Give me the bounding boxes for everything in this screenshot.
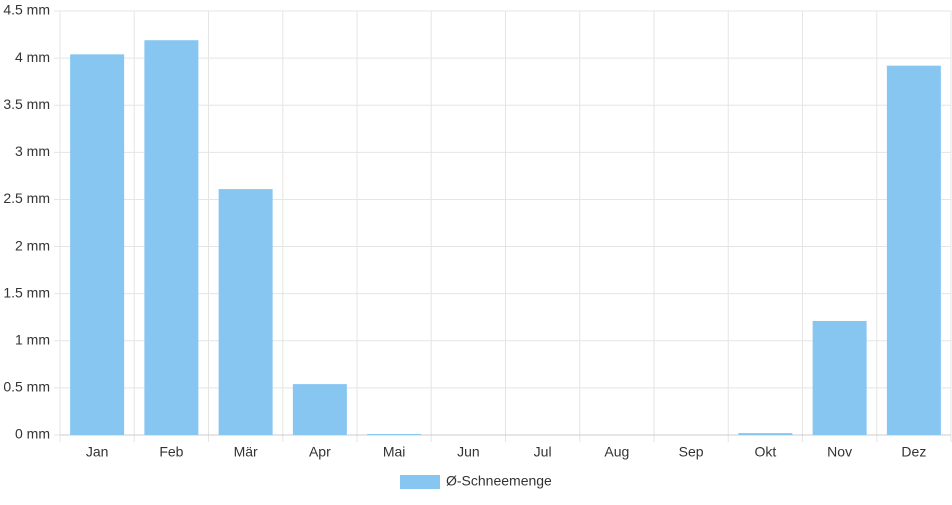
bar <box>886 65 941 435</box>
x-tick-label: Okt <box>754 444 776 460</box>
y-tick-label: 2 mm <box>15 237 50 253</box>
y-tick-label: 2.5 mm <box>3 190 50 206</box>
x-tick-label: Dez <box>901 444 926 460</box>
y-tick-label: 1.5 mm <box>3 284 50 300</box>
y-tick-label: 4.5 mm <box>3 2 50 18</box>
x-tick-label: Mär <box>234 444 258 460</box>
bar <box>144 40 199 435</box>
x-tick-label: Apr <box>309 444 331 460</box>
x-tick-label: Nov <box>827 444 852 460</box>
x-tick-label: Jan <box>86 444 109 460</box>
y-tick-label: 3.5 mm <box>3 96 50 112</box>
y-tick-label: 3 mm <box>15 143 50 159</box>
y-tick-label: 0.5 mm <box>3 379 50 395</box>
bar <box>218 189 273 435</box>
x-tick-label: Jun <box>457 444 480 460</box>
y-tick-label: 0 mm <box>15 426 50 442</box>
x-tick-label: Mai <box>383 444 406 460</box>
bar <box>70 54 125 435</box>
bar <box>738 433 793 435</box>
legend-swatch <box>400 475 440 489</box>
y-tick-label: 1 mm <box>15 331 50 347</box>
bar <box>292 384 347 435</box>
x-tick-label: Feb <box>159 444 183 460</box>
x-tick-label: Aug <box>604 444 629 460</box>
bar <box>812 320 867 435</box>
legend-label: Ø-Schneemenge <box>446 473 552 489</box>
x-tick-label: Sep <box>679 444 704 460</box>
bar <box>367 434 422 435</box>
y-tick-label: 4 mm <box>15 49 50 65</box>
x-tick-label: Jul <box>534 444 552 460</box>
